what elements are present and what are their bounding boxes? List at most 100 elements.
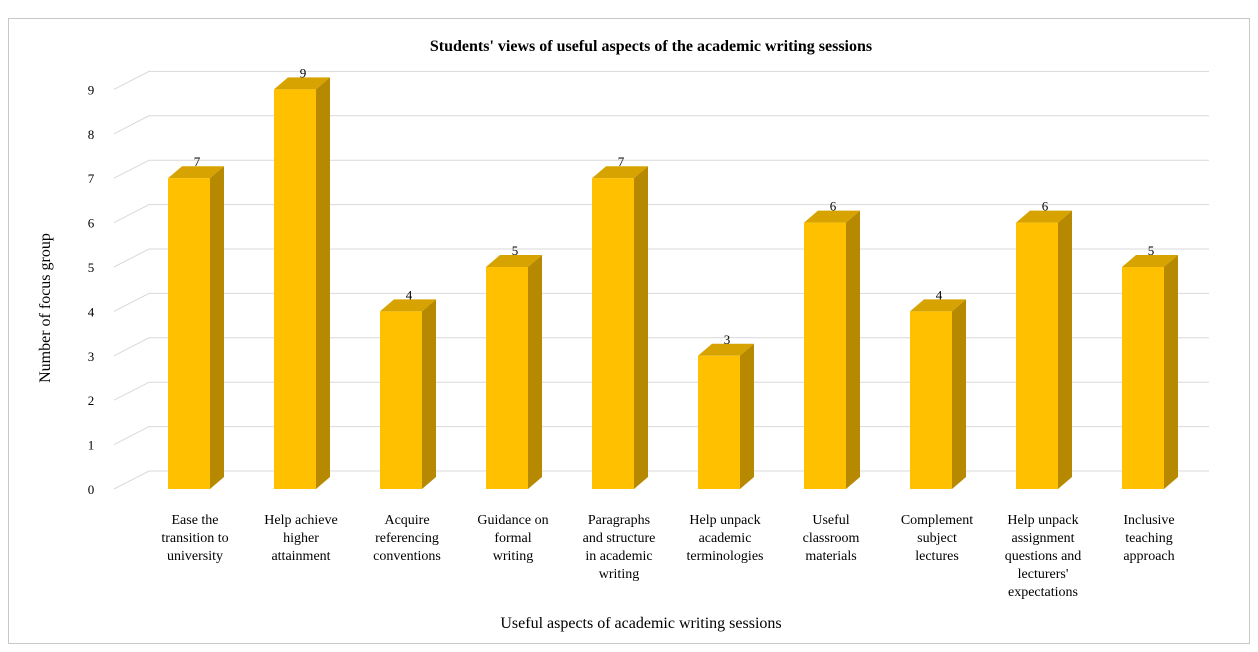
x-tick-label-line: Ease the — [171, 513, 218, 528]
x-tick-label-line: higher — [283, 531, 319, 546]
y-tick-label: 3 — [88, 349, 95, 364]
x-tick-label-line: expectations — [1008, 585, 1078, 600]
bar-front-face — [698, 355, 740, 489]
bar — [168, 166, 224, 489]
y-tick-label: 7 — [88, 171, 95, 186]
bar-side-face — [634, 166, 648, 489]
x-tick-label-line: in academic — [585, 549, 652, 564]
data-label: 3 — [724, 332, 731, 347]
bar-front-face — [486, 267, 528, 489]
data-label: 5 — [1148, 243, 1155, 258]
data-label: 4 — [936, 287, 943, 302]
gridline — [113, 159, 1209, 179]
bar-top-face — [804, 210, 860, 223]
bar-top-face — [486, 255, 542, 267]
bar-front-face — [1016, 222, 1058, 489]
y-tick-label: 1 — [88, 438, 95, 453]
data-label: 4 — [406, 287, 413, 302]
bar-top-face — [168, 166, 224, 179]
x-tick-label-line: classroom — [803, 531, 860, 546]
data-label: 6 — [1042, 199, 1049, 214]
gridline — [113, 204, 1209, 224]
x-tick-label: Help unpack academic terminologies — [687, 513, 764, 564]
y-axis-label: Number of focus group — [37, 233, 54, 383]
x-tick-label-line: lectures — [915, 549, 959, 564]
x-tick-label-line: terminologies — [687, 549, 764, 564]
x-tick-labels: Ease the transition to university Help achi… — [161, 513, 1174, 600]
x-tick-label-line: university — [167, 549, 223, 564]
bar — [380, 299, 436, 489]
x-tick-label: Guidance on formal writing — [477, 513, 548, 564]
bar-side-face — [1164, 255, 1178, 489]
gridline — [113, 115, 1209, 135]
x-tick-label-line: transition to — [161, 531, 228, 546]
data-label: 5 — [512, 243, 519, 258]
y-tick-label: 9 — [88, 82, 95, 97]
bar — [486, 255, 542, 489]
bar-top-face — [1122, 255, 1178, 267]
bar-side-face — [422, 299, 436, 489]
gridlines — [113, 70, 1209, 490]
bar-front-face — [274, 89, 316, 490]
y-tick-label: 6 — [88, 216, 95, 231]
bar-top-face — [1016, 210, 1072, 223]
bar-side-face — [740, 343, 754, 489]
x-tick-label-line: Guidance on — [477, 513, 548, 528]
bar — [274, 77, 330, 490]
x-tick-label-line: Help achieve — [264, 513, 337, 528]
x-tick-label-line: Acquire — [384, 513, 429, 528]
x-tick-label-line: Complement — [901, 513, 973, 528]
x-tick-label: Acquire referencing conventions — [373, 513, 441, 564]
y-tick-label: 4 — [88, 304, 95, 319]
bar-front-face — [168, 178, 210, 489]
bar-top-face — [592, 166, 648, 179]
x-tick-label-line: Inclusive — [1123, 513, 1174, 528]
bars — [168, 77, 1178, 490]
bar-side-face — [528, 255, 542, 489]
x-tick-label-line: Help unpack — [1007, 513, 1078, 528]
data-label: 7 — [194, 154, 201, 169]
x-tick-label-line: referencing — [375, 531, 439, 546]
x-tick-label-line: writing — [599, 567, 639, 582]
top-caption — [0, 0, 1258, 18]
bar-side-face — [952, 299, 966, 489]
x-tick-label-line: questions and — [1005, 549, 1082, 564]
y-tick-label: 2 — [88, 393, 95, 408]
bar-top-face — [274, 77, 330, 90]
bar — [910, 299, 966, 489]
bar — [1016, 210, 1072, 489]
bar — [1122, 255, 1178, 489]
x-tick-label-line: conventions — [373, 549, 441, 564]
x-tick-label-line: attainment — [271, 549, 330, 564]
bar — [592, 166, 648, 489]
chart-frame: Students' views of useful aspects of the… — [8, 18, 1250, 644]
bar — [698, 343, 754, 489]
bar-top-face — [380, 299, 436, 312]
bar-front-face — [592, 178, 634, 489]
bar-top-face — [698, 343, 754, 356]
y-tick-label: 5 — [88, 260, 95, 275]
x-tick-label-line: assignment — [1012, 531, 1075, 546]
x-tick-label-line: Paragraphs — [588, 513, 650, 528]
x-tick-label-line: academic — [699, 531, 752, 546]
bar-side-face — [316, 77, 330, 490]
data-label: 9 — [300, 65, 307, 80]
x-tick-label-line: writing — [493, 549, 533, 564]
y-tick-label: 8 — [88, 127, 95, 142]
bar — [804, 210, 860, 489]
x-tick-label: Paragraphs and structure in academic writin… — [583, 513, 656, 582]
x-tick-label: Help unpack assignment questions and lectur… — [1005, 513, 1082, 600]
x-tick-label: Useful classroom materials — [803, 513, 860, 564]
x-tick-label: Ease the transition to university — [161, 513, 228, 564]
bar-top-face — [910, 299, 966, 312]
chart-title: Students' views of useful aspects of the… — [430, 38, 872, 55]
bar-chart: Students' views of useful aspects of the… — [37, 38, 1209, 632]
bar-front-face — [1122, 267, 1164, 489]
y-tick-labels: 0 1 2 3 4 5 6 7 8 9 — [88, 82, 95, 497]
x-axis-label: Useful aspects of academic writing sessi… — [500, 615, 781, 632]
x-tick-label-line: lecturers' — [1018, 567, 1069, 582]
x-tick-label: Help achieve higher attainment — [264, 513, 337, 564]
bar-front-face — [804, 222, 846, 489]
x-tick-label: Complement subject lectures — [901, 513, 973, 564]
x-tick-label-line: teaching — [1125, 531, 1172, 546]
